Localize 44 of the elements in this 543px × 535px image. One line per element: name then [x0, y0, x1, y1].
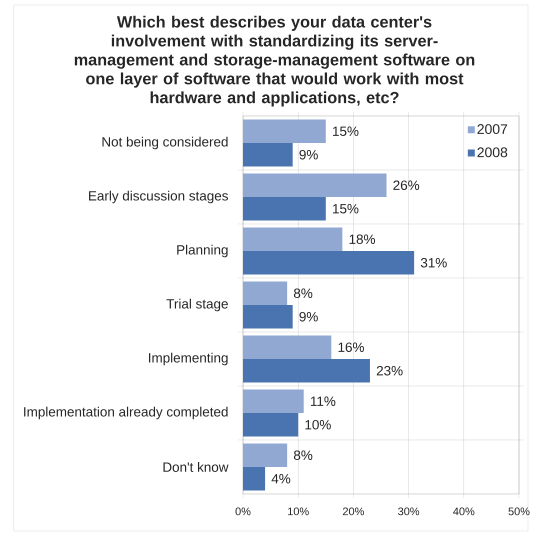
bar	[243, 304, 293, 328]
x-tick-label: 30%	[398, 508, 420, 516]
data-label: 15%	[333, 126, 358, 136]
y-tick-label: Not being considered	[102, 136, 228, 150]
bar	[243, 390, 304, 413]
bar	[243, 358, 370, 382]
y-tick-label: Early discussion stages	[89, 190, 228, 204]
data-label: 18%	[350, 234, 376, 244]
data-label: 4%	[272, 474, 290, 484]
bar	[243, 142, 293, 166]
data-label: 15%	[333, 204, 358, 214]
x-tick-label: 10%	[288, 508, 309, 516]
data-label: 16%	[338, 342, 364, 352]
x-tick-label: 0%	[236, 508, 251, 516]
bar	[243, 336, 332, 359]
bar	[243, 444, 288, 467]
data-label: 23%	[376, 366, 403, 376]
x-tick-label: 50%	[508, 508, 530, 516]
data-label: 8%	[294, 450, 312, 460]
bar	[243, 174, 387, 197]
x-tick-label: 20%	[342, 508, 364, 516]
data-label: 8%	[294, 288, 312, 298]
bar	[243, 282, 288, 305]
data-label: 26%	[393, 180, 420, 190]
data-label: 9%	[300, 312, 318, 322]
bar	[243, 466, 266, 490]
bar	[243, 228, 342, 251]
legend-label: 2007	[477, 124, 508, 134]
data-label: 9%	[300, 150, 318, 160]
legend-label: 2008	[477, 147, 508, 158]
y-tick-label: Implementation already completed	[24, 406, 228, 420]
y-tick-label: Don't know	[163, 462, 229, 472]
bar	[243, 197, 326, 220]
bar	[243, 412, 298, 436]
y-tick-label: Planning	[177, 244, 228, 258]
y-tick-label: Implementing	[148, 352, 228, 366]
data-label: 10%	[305, 420, 331, 430]
y-tick-label: Trial stage	[166, 298, 228, 312]
bar	[243, 120, 326, 143]
data-label: 31%	[420, 258, 447, 268]
chart-title: Which best describes your data center's involvement with standardizing its server-management and storage-management software on one layer of software that would work with most hardware and applications, etc?	[74, 16, 474, 107]
data-label: 11%	[310, 396, 336, 406]
bar	[243, 250, 414, 274]
x-tick-label: 40%	[453, 508, 474, 516]
